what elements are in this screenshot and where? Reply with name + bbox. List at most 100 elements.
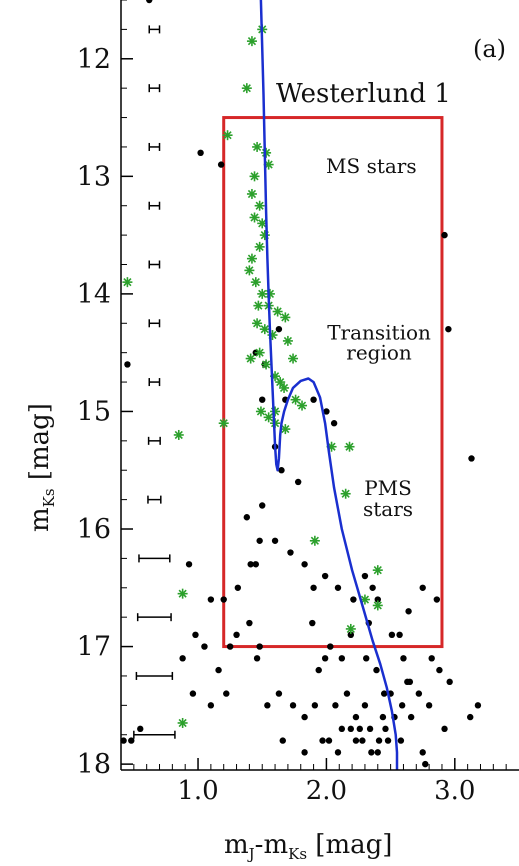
black-star-point (128, 737, 135, 744)
black-star-point (311, 702, 319, 709)
green-star-point (344, 441, 355, 452)
error-bar (135, 671, 174, 680)
black-star-point (253, 655, 261, 662)
green-star-point (254, 347, 265, 358)
black-star-point (264, 702, 271, 709)
black-star-point (433, 596, 441, 603)
black-star-point (256, 643, 263, 650)
black-star-point (359, 737, 366, 744)
black-star-point (368, 749, 375, 756)
green-star-point (246, 253, 257, 264)
black-star-point (197, 149, 204, 157)
black-star-point (382, 725, 389, 733)
green-star-point (254, 241, 265, 252)
green-star-point (222, 130, 233, 141)
black-star-point (259, 396, 266, 403)
plot-area (121, 0, 519, 770)
isochrone-curve (259, 0, 399, 770)
black-star-point (271, 537, 279, 544)
black-star-point (246, 619, 253, 627)
green-star-point (241, 83, 252, 94)
black-star-point (422, 760, 429, 768)
x-tick-label: 1.0 (177, 776, 218, 806)
green-star-point (290, 394, 301, 405)
black-star-point (384, 737, 392, 744)
black-star-point (323, 408, 330, 415)
green-star-point (245, 353, 256, 364)
black-star-point (356, 725, 363, 733)
green-star-point (279, 382, 290, 393)
y-tick-label: 17 (77, 632, 111, 663)
green-star-point (259, 230, 270, 241)
black-star-point (301, 749, 308, 756)
black-star-point (325, 737, 333, 744)
black-star-point (201, 643, 208, 650)
black-star-point (247, 561, 254, 568)
black-star-point (347, 631, 355, 639)
y-tick-label: 14 (77, 279, 111, 310)
green-star-point (340, 488, 351, 499)
green-star-point (253, 300, 264, 311)
black-star-point (350, 596, 357, 603)
green-star-point (249, 212, 260, 223)
panel-label: (a) (473, 35, 506, 63)
black-star-point (374, 749, 381, 756)
black-star-point (146, 0, 153, 4)
x-tick-label: 3.0 (434, 776, 475, 806)
black-star-point (363, 655, 370, 662)
black-star-point (252, 561, 260, 568)
black-star-point (319, 737, 326, 744)
green-star-point (297, 400, 308, 411)
black-star-point (294, 478, 302, 486)
black-star-point (287, 549, 294, 556)
black-star-point (207, 702, 215, 709)
black-star-point (441, 231, 448, 239)
black-star-point (120, 737, 127, 744)
black-star-point (338, 655, 346, 662)
error-bar (148, 378, 161, 387)
error-bar (148, 260, 161, 269)
black-star-point (352, 713, 360, 721)
black-star-point (137, 725, 144, 733)
black-star-point (301, 561, 308, 568)
black-star-point (330, 420, 338, 427)
y-tick-label: 15 (77, 396, 111, 427)
black-star-point (380, 690, 388, 697)
black-star-point (373, 666, 380, 674)
green-star-point (252, 318, 263, 329)
black-star-point (275, 325, 283, 333)
black-star-point (334, 584, 342, 591)
y-tick-label: 12 (77, 44, 111, 75)
black-star-point (234, 584, 242, 591)
black-star-point (404, 678, 411, 686)
black-star-point (467, 713, 474, 721)
black-star-point (375, 737, 383, 744)
black-star-point (192, 631, 199, 639)
black-star-point (441, 725, 448, 733)
black-star-point (338, 725, 346, 733)
black-star-point (446, 678, 453, 686)
green-star-point (218, 418, 229, 429)
black-star-point (332, 702, 339, 709)
black-star-point (468, 455, 475, 462)
black-star-point (400, 655, 407, 662)
black-star-point (407, 713, 415, 721)
green-star-point (372, 565, 383, 576)
black-star-point (374, 596, 381, 603)
green-star-point (263, 412, 274, 423)
black-star-point (189, 690, 197, 697)
green-star-point (275, 377, 286, 388)
green-star-point (261, 359, 272, 370)
green-star-point (259, 324, 270, 335)
error-bar (147, 495, 162, 504)
green-star-point (288, 353, 299, 364)
green-star-point (250, 277, 261, 288)
black-star-point (275, 690, 283, 697)
black-star-point (327, 643, 334, 650)
error-bar (148, 201, 161, 210)
green-star-point (246, 188, 257, 199)
green-star-point (249, 171, 260, 182)
y-tick-label: 13 (77, 161, 111, 192)
black-star-point (321, 572, 329, 580)
black-star-point (436, 666, 443, 674)
